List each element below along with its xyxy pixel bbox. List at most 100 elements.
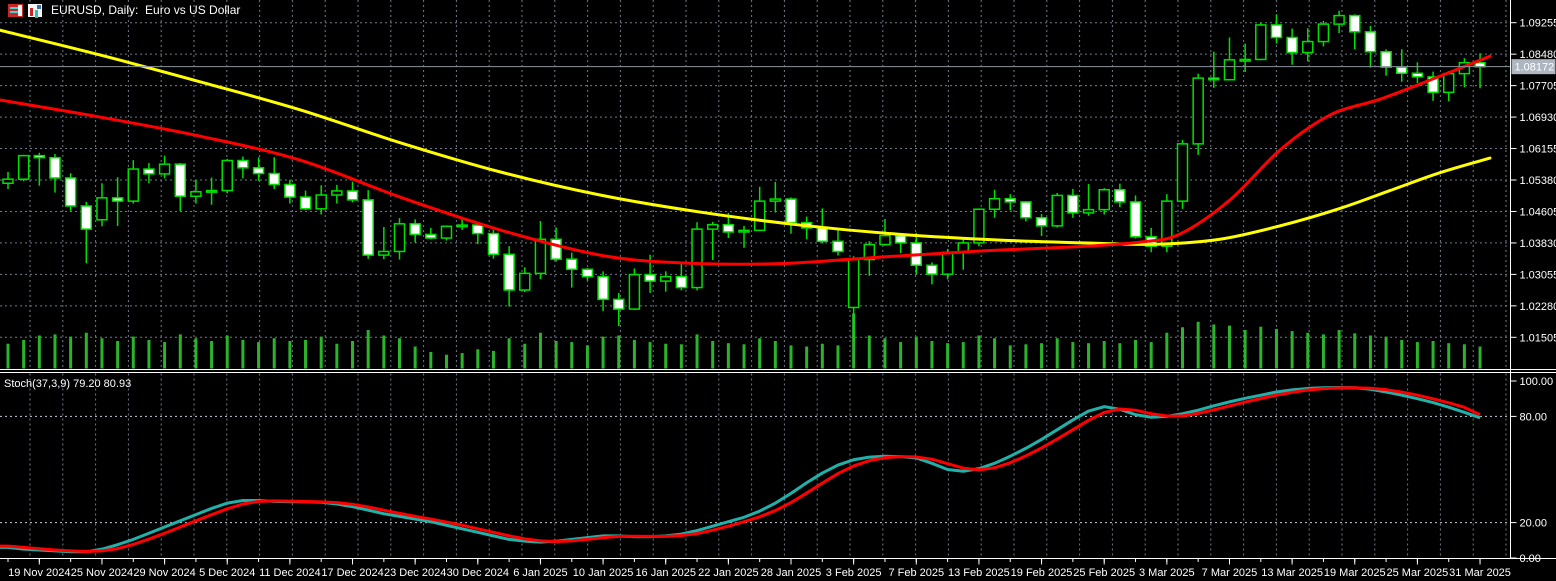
candle[interactable] [299, 190, 312, 211]
candle[interactable] [581, 268, 594, 281]
candle[interactable] [519, 267, 531, 293]
candle[interactable] [1349, 14, 1361, 50]
candle[interactable] [331, 184, 343, 204]
candle[interactable] [190, 180, 202, 204]
candle[interactable] [1004, 194, 1016, 211]
stoch-k-line [0, 386, 1481, 554]
candle[interactable] [1082, 184, 1095, 216]
candle[interactable] [1239, 43, 1251, 73]
candle[interactable] [1458, 58, 1471, 88]
candle[interactable] [315, 185, 327, 215]
candle[interactable] [534, 221, 547, 280]
candle[interactable] [1020, 201, 1032, 222]
candle[interactable] [706, 221, 719, 260]
candle[interactable] [409, 219, 421, 243]
candle[interactable] [1035, 214, 1048, 237]
candle[interactable] [393, 218, 406, 260]
candle[interactable] [1208, 51, 1220, 88]
candle[interactable] [80, 201, 93, 264]
volume-bar [37, 335, 41, 369]
time-axis[interactable]: 19 Nov 2024 25 Nov 2024 29 Nov 2024 5 Dec 2… [7, 558, 1511, 580]
candle[interactable] [503, 246, 515, 307]
candle[interactable] [346, 181, 359, 203]
volume-bar [1274, 328, 1278, 369]
candle[interactable] [1270, 14, 1283, 44]
moving-averages [0, 28, 1492, 266]
candle[interactable] [237, 156, 249, 179]
candle[interactable] [111, 177, 124, 226]
panel-resize-handle[interactable] [0, 369, 1556, 373]
time-axis-label: 28 Jan 2025 [761, 567, 822, 579]
candle[interactable] [659, 271, 672, 292]
candle[interactable] [1067, 188, 1079, 218]
candle[interactable] [425, 227, 437, 240]
indicator-axis-label: 20.00 [1520, 518, 1548, 530]
candle[interactable] [988, 189, 1001, 218]
candle[interactable] [158, 155, 171, 179]
volume-bar [585, 345, 589, 369]
volume-bar [1196, 321, 1200, 369]
candle[interactable] [2, 171, 14, 189]
candle[interactable] [1333, 10, 1345, 34]
candle[interactable] [284, 180, 296, 204]
candle[interactable] [832, 228, 844, 256]
candle[interactable] [1286, 28, 1298, 65]
candle[interactable] [1380, 49, 1392, 76]
candle[interactable] [127, 160, 140, 204]
candle[interactable] [472, 223, 484, 245]
candle[interactable] [847, 256, 860, 342]
volume-bar [1102, 341, 1106, 369]
candlestick-series[interactable] [2, 10, 1486, 342]
candle[interactable] [1114, 183, 1126, 208]
candle[interactable] [612, 292, 625, 327]
candle[interactable] [1364, 25, 1377, 68]
candle[interactable] [1176, 139, 1189, 209]
candle[interactable] [1255, 22, 1267, 61]
candle[interactable] [49, 154, 61, 193]
candle[interactable] [894, 233, 907, 254]
candle[interactable] [628, 268, 641, 310]
candle[interactable] [566, 252, 578, 288]
candle[interactable] [1192, 73, 1204, 155]
candle[interactable] [221, 158, 233, 194]
candle[interactable] [1223, 37, 1236, 81]
candle[interactable] [926, 262, 938, 285]
candle[interactable] [268, 157, 280, 189]
candle[interactable] [378, 227, 390, 260]
candle[interactable] [205, 177, 218, 205]
price-axis[interactable]: 1.09255 1.08480 1.07705 1.06930 1.06155 1.053… [1510, 18, 1556, 565]
candle[interactable] [64, 173, 77, 211]
volume-bar [1055, 338, 1059, 369]
candle[interactable] [96, 183, 108, 227]
candle[interactable] [17, 154, 30, 182]
candle[interactable] [675, 263, 688, 291]
candle[interactable] [33, 152, 46, 186]
indicator-axis-label: 100.00 [1520, 376, 1554, 388]
candle[interactable] [1317, 20, 1330, 47]
candle[interactable] [1129, 195, 1142, 239]
indicator-label: Stoch(37,3,9) 79.20 80.93 [4, 378, 132, 390]
volume-bar [225, 335, 229, 369]
candle[interactable] [691, 222, 703, 291]
candle[interactable] [143, 162, 155, 184]
candle[interactable] [769, 182, 782, 213]
candle[interactable] [1302, 28, 1314, 62]
time-axis-label: 6 Jan 2025 [513, 567, 567, 579]
candle[interactable] [1051, 192, 1063, 228]
candle[interactable] [487, 229, 500, 259]
candle[interactable] [753, 186, 766, 232]
candle[interactable] [1427, 71, 1439, 101]
candle[interactable] [800, 216, 813, 240]
candle[interactable] [597, 271, 609, 312]
candle[interactable] [440, 225, 453, 241]
candle[interactable] [252, 157, 265, 181]
candle[interactable] [1098, 188, 1110, 215]
candle[interactable] [362, 190, 374, 259]
candle[interactable] [1411, 62, 1424, 83]
candle[interactable] [174, 162, 187, 212]
candle[interactable] [738, 225, 750, 248]
candle[interactable] [456, 217, 468, 230]
candle[interactable] [957, 238, 970, 270]
candle[interactable] [785, 197, 797, 234]
